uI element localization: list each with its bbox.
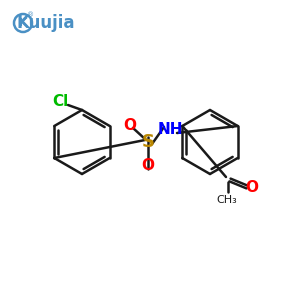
- Text: O: O: [245, 179, 259, 194]
- Text: Kuujia: Kuujia: [17, 14, 75, 32]
- Text: Cl: Cl: [52, 94, 68, 110]
- Text: S: S: [142, 133, 154, 151]
- Text: O: O: [124, 118, 136, 133]
- Text: K: K: [19, 18, 27, 28]
- Text: O: O: [142, 158, 154, 172]
- Text: NH: NH: [157, 122, 183, 137]
- Text: ®: ®: [27, 12, 34, 18]
- Text: CH₃: CH₃: [217, 195, 237, 205]
